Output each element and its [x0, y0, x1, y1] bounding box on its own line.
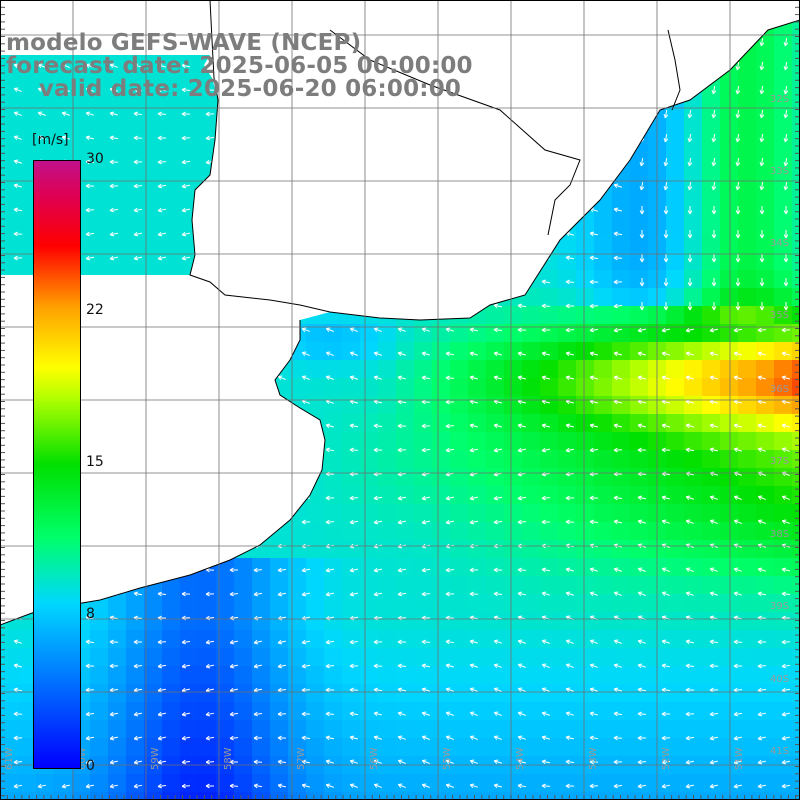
lat-label: 39S [770, 601, 789, 612]
model-title: modelo GEFS-WAVE (NCEP) [6, 30, 362, 56]
colorbar-tick-8: 8 [86, 606, 95, 622]
lon-label: 55W [442, 747, 453, 770]
lon-label: 59W [150, 747, 161, 770]
lon-label: 57W [296, 747, 307, 770]
lat-label: 41S [770, 746, 789, 757]
lon-label: 61W [4, 747, 15, 770]
forecast-date: forecast date: 2025-06-05 00:00:00 [6, 53, 473, 79]
colorbar [33, 160, 81, 769]
coastline [0, 0, 800, 626]
lon-label: 56W [369, 747, 380, 770]
lon-label: 53W [588, 747, 599, 770]
lat-label: 35S [770, 310, 789, 321]
land [0, 0, 800, 625]
lon-label: 54W [515, 747, 526, 770]
colorbar-unit: [m/s] [32, 132, 69, 148]
lat-label: 38S [770, 529, 789, 540]
lat-label: 36S [770, 384, 789, 395]
lat-label: 32S [770, 94, 789, 105]
colorbar-tick-22: 22 [86, 302, 104, 318]
lon-label: 60W [77, 747, 88, 770]
colorbar-tick-30: 30 [86, 151, 104, 167]
lon-label: 52W [661, 747, 672, 770]
colorbar-tick-15: 15 [86, 454, 104, 470]
lat-label: 37S [770, 456, 789, 467]
lat-label: 34S [770, 238, 789, 249]
lon-label: 58W [223, 747, 234, 770]
lat-label: 40S [770, 674, 789, 685]
valid-date: valid date: 2025-06-20 06:00:00 [6, 76, 462, 102]
lon-label: 51W [734, 747, 745, 770]
colorbar-tick-0: 0 [86, 758, 95, 774]
lat-label: 33S [770, 166, 789, 177]
